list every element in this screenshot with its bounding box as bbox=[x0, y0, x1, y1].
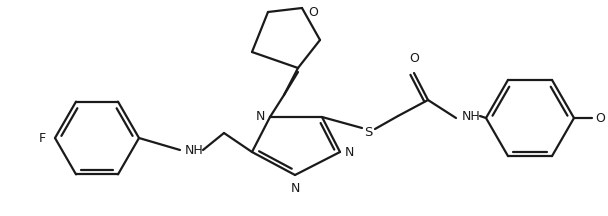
Text: F: F bbox=[39, 132, 46, 145]
Text: S: S bbox=[364, 125, 372, 138]
Text: N: N bbox=[345, 146, 354, 159]
Text: N: N bbox=[255, 111, 265, 124]
Text: N: N bbox=[290, 182, 300, 195]
Text: O: O bbox=[595, 111, 605, 124]
Text: O: O bbox=[409, 52, 419, 65]
Text: NH: NH bbox=[185, 143, 204, 157]
Text: NH: NH bbox=[462, 110, 481, 122]
Text: O: O bbox=[308, 6, 318, 19]
